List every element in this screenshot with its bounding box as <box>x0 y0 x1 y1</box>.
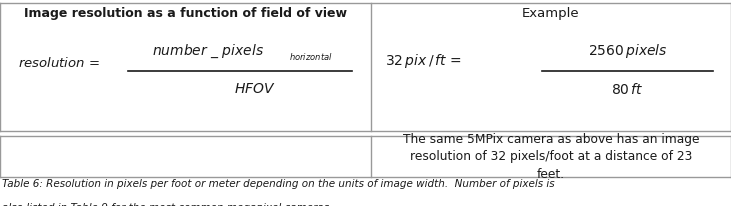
Text: $\mathit{HFOV}$: $\mathit{HFOV}$ <box>234 82 276 96</box>
Text: Example: Example <box>522 7 580 20</box>
Text: $\mathit{horizontal}$: $\mathit{horizontal}$ <box>289 51 333 62</box>
Text: $\mathit{number}$ $\mathit{\_}$ $\mathit{pixels}$: $\mathit{number}$ $\mathit{\_}$ $\mathit… <box>152 42 265 60</box>
Text: also listed in Table 9 for the most common megapixel cameras.: also listed in Table 9 for the most comm… <box>2 203 333 206</box>
Text: $32\,pix\,/\,ft$ =: $32\,pix\,/\,ft$ = <box>385 52 462 70</box>
Text: Image resolution as a function of field of view: Image resolution as a function of field … <box>24 7 346 20</box>
Text: Table 6: Resolution in pixels per foot or meter depending on the units of image : Table 6: Resolution in pixels per foot o… <box>2 179 555 189</box>
Text: $\mathit{resolution}$ =: $\mathit{resolution}$ = <box>18 56 100 70</box>
Text: The same 5MPix camera as above has an image
resolution of 32 pixels/foot at a di: The same 5MPix camera as above has an im… <box>403 132 699 181</box>
Text: $80\,\mathit{ft}$: $80\,\mathit{ft}$ <box>611 82 644 97</box>
Text: $2560\,\mathit{pixels}$: $2560\,\mathit{pixels}$ <box>588 42 667 60</box>
